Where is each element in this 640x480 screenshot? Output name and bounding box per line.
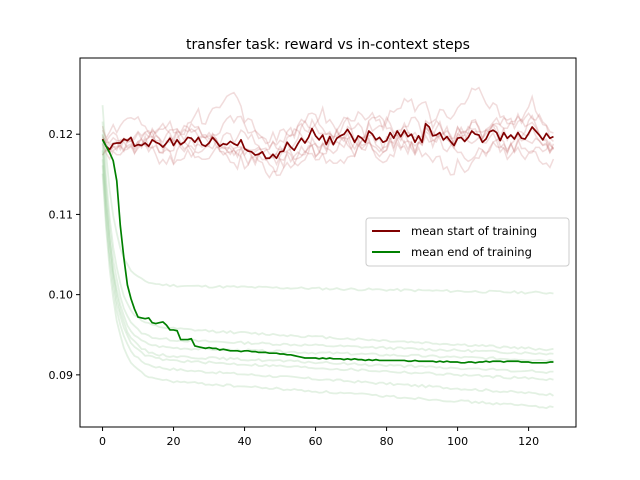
legend-label-end: mean end of training [411, 245, 532, 259]
mean-series [101, 122, 554, 364]
y-tick-label: 0.09 [49, 369, 74, 382]
end-run-line [101, 105, 554, 295]
x-tick-label: 60 [309, 435, 323, 448]
y-tick-label: 0.11 [49, 208, 74, 221]
x-tick-label: 40 [238, 435, 252, 448]
x-tick-label: 0 [99, 435, 106, 448]
start-run-line [101, 114, 555, 169]
series-line-start [101, 122, 554, 160]
end-run-line [101, 159, 554, 382]
start-run-line [101, 91, 554, 176]
end-run-line [101, 150, 554, 363]
y-tick-label: 0.12 [49, 128, 74, 141]
x-axis: 0 20 40 60 80 100 120 [99, 427, 539, 448]
start-run-line [101, 97, 555, 163]
y-axis: 0.09 0.10 0.11 0.12 [49, 128, 80, 382]
chart-title: transfer task: reward vs in-context step… [186, 37, 470, 53]
x-tick-label: 120 [518, 435, 539, 448]
start-run-line [101, 119, 555, 177]
y-tick-label: 0.10 [49, 289, 74, 302]
legend-label-start: mean start of training [411, 224, 537, 238]
start-run-line [101, 116, 554, 167]
x-tick-label: 80 [380, 435, 394, 448]
start-run-line [101, 94, 554, 171]
end-run-line [101, 121, 554, 352]
legend-box [365, 217, 570, 267]
end-run-line [101, 173, 554, 410]
end-run-line [101, 133, 554, 356]
plot-frame [79, 57, 577, 428]
end-run-line [101, 165, 554, 397]
end-run-traces [101, 105, 554, 410]
end-run-line [101, 142, 554, 374]
legend: mean start of training mean end of train… [365, 217, 570, 267]
x-tick-label: 100 [447, 435, 468, 448]
series-line-end [101, 139, 554, 364]
start-run-line [101, 86, 554, 166]
x-tick-label: 20 [167, 435, 181, 448]
